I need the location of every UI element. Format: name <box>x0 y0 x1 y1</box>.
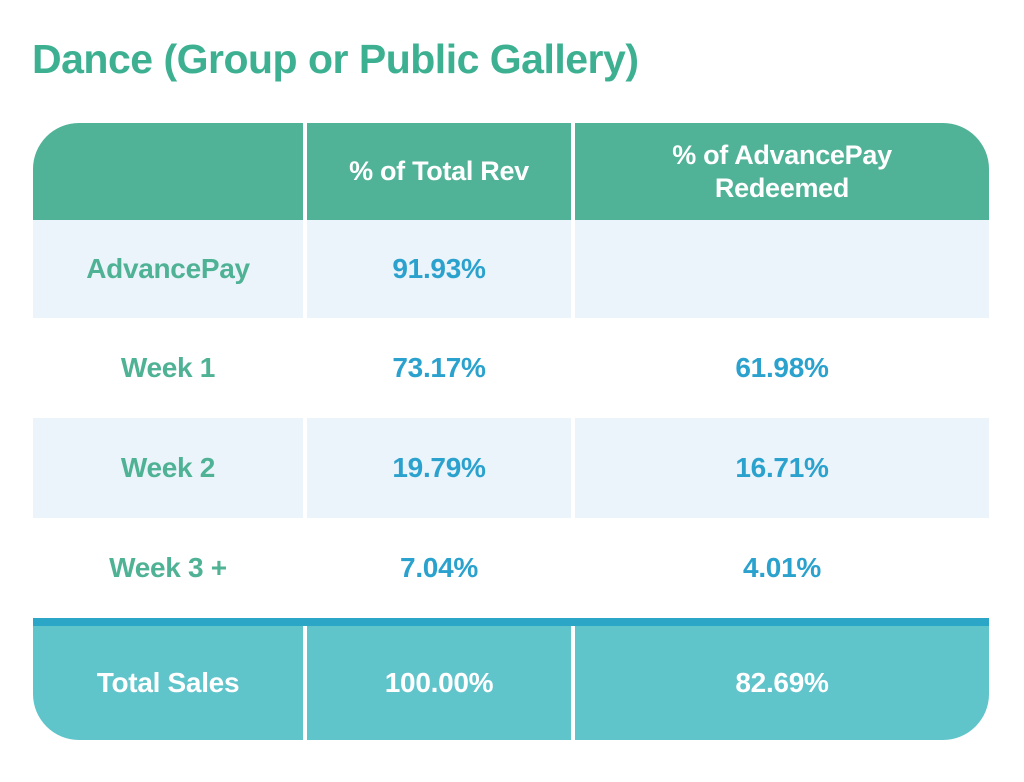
cell-advancepay-redeemed: 4.01% <box>571 518 989 618</box>
table-row-week2: Week 2 19.79% 16.71% <box>33 418 989 518</box>
header-label-total-rev: % of Total Rev <box>349 156 529 187</box>
table-row-week3plus: Week 3 + 7.04% 4.01% <box>33 518 989 618</box>
cell-advancepay-redeemed <box>571 220 989 318</box>
table-footer-row: Total Sales 100.00% 82.69% <box>33 618 989 740</box>
cell-total-rev: 91.93% <box>303 220 571 318</box>
row-label: Week 2 <box>120 452 216 483</box>
row-label: Week 3 + <box>109 552 227 583</box>
cell-total-rev: 7.04% <box>303 518 571 618</box>
header-cell-total-rev: % of Total Rev <box>303 123 571 220</box>
row-label: Week 1 <box>120 352 216 383</box>
cell-total-rev: 19.79% <box>303 418 571 518</box>
header-cell-blank <box>33 123 303 220</box>
table-row-week1: Week 1 73.17% 61.98% <box>33 318 989 418</box>
header-cell-advancepay-redeemed: % of AdvancePay Redeemed <box>571 123 989 220</box>
revenue-table: % of Total Rev % of AdvancePay Redeemed … <box>33 123 989 740</box>
footer-label: Total Sales <box>96 667 240 698</box>
table-row-advancepay: AdvancePay 91.93% <box>33 220 989 318</box>
cell-total-rev: 73.17% <box>303 318 571 418</box>
header-label-advancepay-redeemed: % of AdvancePay Redeemed <box>672 140 892 203</box>
footer-advancepay-redeemed: 82.69% <box>571 626 989 740</box>
table-header-row: % of Total Rev % of AdvancePay Redeemed <box>33 123 989 220</box>
row-label: AdvancePay <box>86 253 250 284</box>
page-title: Dance (Group or Public Gallery) <box>32 36 639 82</box>
cell-advancepay-redeemed: 61.98% <box>571 318 989 418</box>
footer-total-rev: 100.00% <box>303 626 571 740</box>
cell-advancepay-redeemed: 16.71% <box>571 418 989 518</box>
